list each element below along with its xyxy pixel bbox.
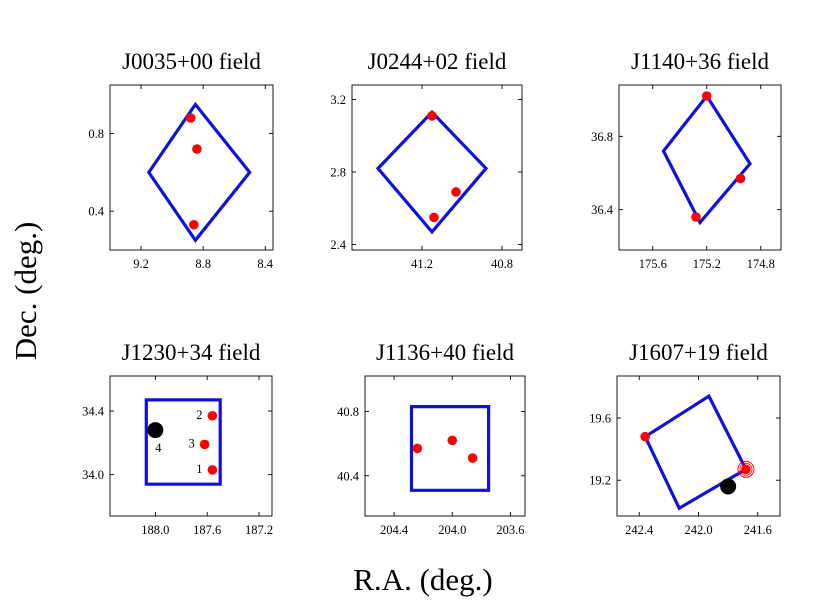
point-label: 2 <box>196 408 202 422</box>
y-tick-label: 19.2 <box>589 474 611 488</box>
panel-title: J1607+19 field <box>629 340 768 365</box>
y-tick-label: 36.4 <box>591 203 614 217</box>
panel-1: J0035+00 field 9.2 8.8 8.4 0.4 0.8 <box>88 49 273 271</box>
data-point-red <box>207 410 218 421</box>
data-point-red <box>701 91 712 101</box>
field-outline <box>375 109 489 235</box>
x-tick-label: 187.2 <box>245 523 273 537</box>
y-tick-label: 34.4 <box>82 405 105 419</box>
x-tick-label: 187.6 <box>193 523 221 537</box>
plot-frame <box>109 375 273 517</box>
x-tick-label: 242.0 <box>684 523 712 537</box>
y-axis-label: Dec. (deg.) <box>8 222 43 361</box>
x-tick-label: 203.6 <box>496 523 524 537</box>
x-tick-label: 175.6 <box>639 257 667 271</box>
plot-frame <box>616 375 781 517</box>
data-point-red <box>735 173 746 184</box>
data-point-red <box>189 219 199 230</box>
x-tick-label: 8.8 <box>195 257 211 271</box>
data-point-red <box>741 464 751 475</box>
plot-frame <box>618 84 782 251</box>
data-point-red <box>447 435 458 446</box>
data-point-red <box>691 212 701 222</box>
field-outline <box>146 101 252 243</box>
data-point-red <box>451 187 461 197</box>
data-point-red <box>192 144 202 154</box>
x-tick-label: 9.2 <box>133 257 149 271</box>
panel-title: J1230+34 field <box>122 340 261 365</box>
plot-frame <box>364 375 526 517</box>
y-tick-label: 36.8 <box>591 130 613 144</box>
data-point-red <box>427 111 437 121</box>
panel-2: J0244+02 field 41.2 40.8 2.4 2.8 3.2 <box>330 49 523 271</box>
x-tick-label: 204.0 <box>438 523 466 537</box>
y-tick-label: 2.4 <box>330 238 346 252</box>
x-tick-label: 242.4 <box>625 523 654 537</box>
x-tick-label: 40.8 <box>491 257 513 271</box>
x-tick-label: 188.0 <box>141 523 169 537</box>
y-tick-label: 40.4 <box>337 469 360 483</box>
y-tick-label: 0.4 <box>88 205 104 219</box>
data-point-black <box>720 478 737 495</box>
x-tick-label: 204.4 <box>380 523 409 537</box>
data-point-red <box>185 113 196 123</box>
data-point-ring <box>737 460 755 478</box>
x-tick-label: 241.6 <box>744 523 772 537</box>
x-tick-label: 175.2 <box>693 257 721 271</box>
data-point-red <box>412 443 423 454</box>
y-tick-label: 40.8 <box>337 405 359 419</box>
panel-title: J1136+40 field <box>376 340 514 365</box>
y-tick-label: 2.8 <box>330 166 346 180</box>
x-axis-label: R.A. (deg.) <box>353 562 492 597</box>
x-tick-label: 8.4 <box>257 257 273 271</box>
panel-6: J1607+19 field 242.4 242.0 241.6 19.2 19.6 <box>589 340 781 537</box>
point-label: 3 <box>188 436 194 450</box>
panel-title: J0035+00 field <box>122 49 261 74</box>
data-point-red <box>467 453 478 463</box>
data-point-red <box>429 212 439 223</box>
y-tick-label: 0.8 <box>88 127 104 141</box>
data-point-red <box>207 465 218 475</box>
y-tick-label: 3.2 <box>330 93 346 107</box>
data-point-black <box>147 422 164 439</box>
plot-frame <box>109 84 274 251</box>
data-point-red <box>199 439 210 450</box>
panel-title: J1140+36 field <box>631 49 769 74</box>
data-point-red <box>640 431 650 442</box>
plot-frame <box>351 84 523 251</box>
panel-3: J1140+36 field 175.6 175.2 174.8 36.4 36.8 <box>591 49 782 271</box>
y-tick-label: 19.6 <box>589 412 611 426</box>
point-label: 4 <box>155 441 162 455</box>
panel-4: J1230+34 field 188.0 187.6 187.2 34.0 34.4 231… <box>82 340 273 537</box>
panels-group: J0035+00 field 9.2 8.8 8.4 0.4 0.8 J0244+02 fi… <box>82 49 782 537</box>
data-point-ring-inner <box>739 462 753 476</box>
y-tick-label: 34.0 <box>82 468 104 482</box>
x-tick-label: 41.2 <box>411 257 433 271</box>
panel-5: J1136+40 field 204.4 204.0 203.6 40.4 40.8 <box>337 340 526 537</box>
field-outline <box>144 398 222 486</box>
field-outline <box>661 93 752 226</box>
point-label: 1 <box>196 462 202 476</box>
field-outline <box>409 405 491 492</box>
x-tick-label: 174.8 <box>747 257 775 271</box>
panel-title: J0244+02 field <box>368 49 507 74</box>
